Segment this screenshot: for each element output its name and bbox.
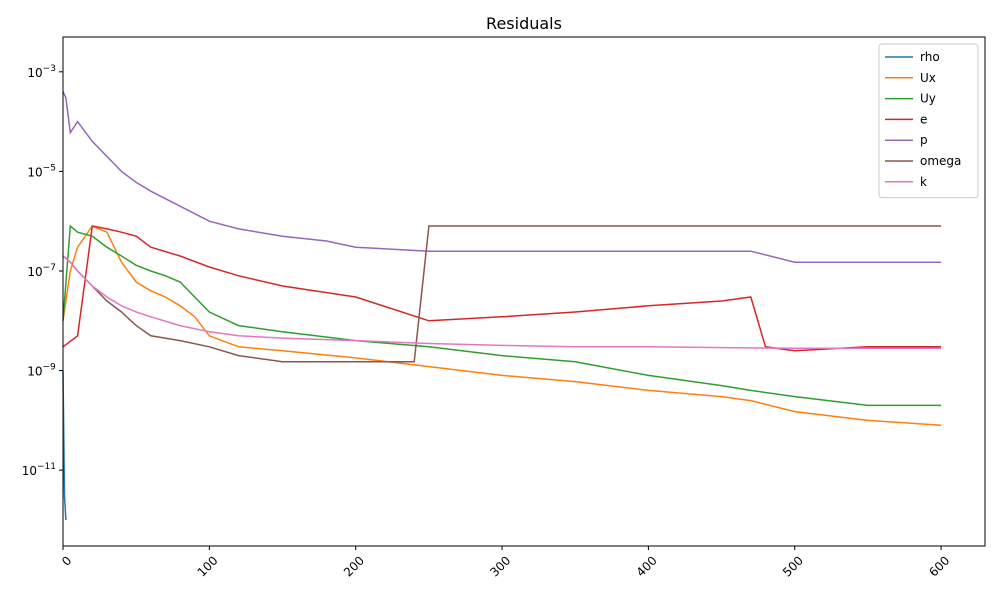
y-tick-label: 10−3 — [27, 64, 56, 80]
x-tick-label: 400 — [634, 553, 660, 579]
plot-frame — [62, 36, 986, 547]
x-tick-label: 600 — [926, 553, 952, 579]
series-line-k — [62, 255, 942, 350]
x-tick-label: 0 — [59, 553, 74, 568]
x-tick-label: 500 — [780, 553, 806, 579]
series-line-omega — [62, 225, 942, 363]
y-axis: 10−11 10−9 10−7 10−5 10−3 — [22, 64, 63, 478]
x-tick-label: 100 — [195, 553, 221, 579]
legend-box — [878, 43, 979, 199]
x-axis: 0 100 200 300 400 500 600 — [59, 546, 952, 580]
y-tick-label: 10−9 — [27, 363, 56, 379]
legend-label-rho: rho — [920, 50, 940, 64]
series-layer — [62, 91, 942, 521]
legend-label-omega: omega — [920, 154, 961, 168]
legend: rho Ux Uy ep omega k — [878, 43, 979, 199]
legend-label-e: e — [920, 112, 927, 126]
legend-label-Ux: Ux — [920, 71, 936, 85]
series-line-Ux — [62, 225, 942, 426]
series-line-p — [62, 91, 942, 263]
y-tick-label: 10−7 — [27, 263, 56, 279]
legend-label-Uy: Uy — [920, 92, 936, 106]
x-tick-label: 200 — [341, 553, 367, 579]
y-tick-label: 10−11 — [22, 462, 56, 478]
series-line-Uy — [62, 224, 942, 407]
x-tick-label: 300 — [487, 553, 513, 579]
y-tick-label: 10−5 — [27, 163, 56, 179]
legend-label-p: p — [920, 133, 928, 147]
chart-title: Residuals — [486, 14, 562, 33]
legend-label-k: k — [920, 175, 927, 189]
series-line-e — [62, 225, 942, 352]
